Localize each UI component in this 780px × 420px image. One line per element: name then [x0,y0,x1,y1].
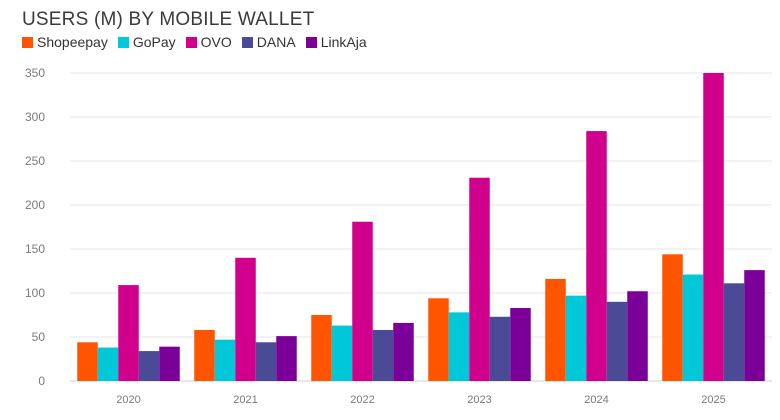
y-tick-label: 0 [38,374,45,388]
legend-label-dana: DANA [256,34,296,50]
x-tick-label: 2021 [233,394,257,406]
bar-gopay-2021[interactable] [214,339,236,381]
bar-shopeepay-2021[interactable] [194,329,215,381]
legend-label-ovo: OVO [200,34,232,50]
x-tick-label: 2023 [467,394,491,406]
x-tick-label: 2025 [701,394,725,406]
bar-ovo-2025[interactable] [703,73,724,381]
bar-gopay-2023[interactable] [448,312,470,381]
bar-shopeepay-2025[interactable] [662,254,683,381]
bar-linkaja-2024[interactable] [627,291,648,381]
legend-item-shopeepay[interactable]: Shopeepay [22,34,108,50]
legend-swatch-shopeepay [22,36,33,48]
y-tick-label: 350 [25,66,45,80]
y-tick-label: 300 [25,110,45,124]
legend: Shopeepay GoPay OVO DANA LinkAja [22,34,367,50]
bar-gopay-2025[interactable] [682,274,704,381]
y-tick-label: 200 [25,198,45,212]
y-tick-label: 150 [25,242,45,256]
x-tick-label: 2020 [116,394,140,406]
y-axis-ticks: 0 50 100 150 200 250 300 350 [25,66,45,388]
legend-label-shopeepay: Shopeepay [37,34,108,50]
legend-label-gopay: GoPay [132,34,176,50]
bar-shopeepay-2023[interactable] [428,298,449,381]
bar-dana-2021[interactable] [255,342,277,381]
y-tick-label: 250 [25,154,45,168]
bar-shopeepay-2020[interactable] [77,342,98,381]
y-tick-label: 50 [32,330,46,344]
bar-dana-2023[interactable] [489,316,511,381]
bar-dana-2022[interactable] [372,329,394,381]
bar-shopeepay-2022[interactable] [311,315,332,381]
legend-item-ovo[interactable]: OVO [185,34,232,50]
legend-item-linkaja[interactable]: LinkAja [305,34,367,50]
gridlines [70,72,772,382]
bar-dana-2024[interactable] [606,301,628,381]
y-tick-label: 100 [25,286,45,300]
bar-linkaja-2023[interactable] [510,307,531,381]
bar-ovo-2023[interactable] [469,177,490,381]
bar-gopay-2022[interactable] [331,325,353,381]
chart-title: USERS (M) BY MOBILE WALLET [22,9,315,30]
legend-item-gopay[interactable]: GoPay [117,34,176,50]
legend-swatch-linkaja [305,36,317,48]
bar-linkaja-2025[interactable] [744,270,765,381]
bar-dana-2025[interactable] [723,283,745,381]
bar-linkaja-2021[interactable] [276,336,297,381]
legend-item-dana[interactable]: DANA [241,34,296,50]
x-tick-label: 2024 [584,394,608,406]
bar-linkaja-2022[interactable] [393,322,414,381]
bar-ovo-2020[interactable] [118,285,139,381]
bar-shopeepay-2024[interactable] [545,278,566,381]
bar-dana-2020[interactable] [138,351,160,381]
legend-swatch-dana [241,36,253,48]
bar-ovo-2022[interactable] [352,221,373,381]
bar-gopay-2020[interactable] [97,347,119,381]
bar-ovo-2024[interactable] [586,131,607,381]
bar-ovo-2021[interactable] [235,257,256,381]
x-tick-label: 2022 [350,394,374,406]
x-axis-ticks: 2020 2021 2022 2023 2024 2025 [116,394,725,406]
legend-swatch-gopay [117,36,129,48]
legend-swatch-ovo [185,36,197,48]
bar-gopay-2024[interactable] [565,295,587,381]
legend-label-linkaja: LinkAja [320,34,367,50]
bar-linkaja-2020[interactable] [159,346,180,381]
bars [77,73,765,381]
